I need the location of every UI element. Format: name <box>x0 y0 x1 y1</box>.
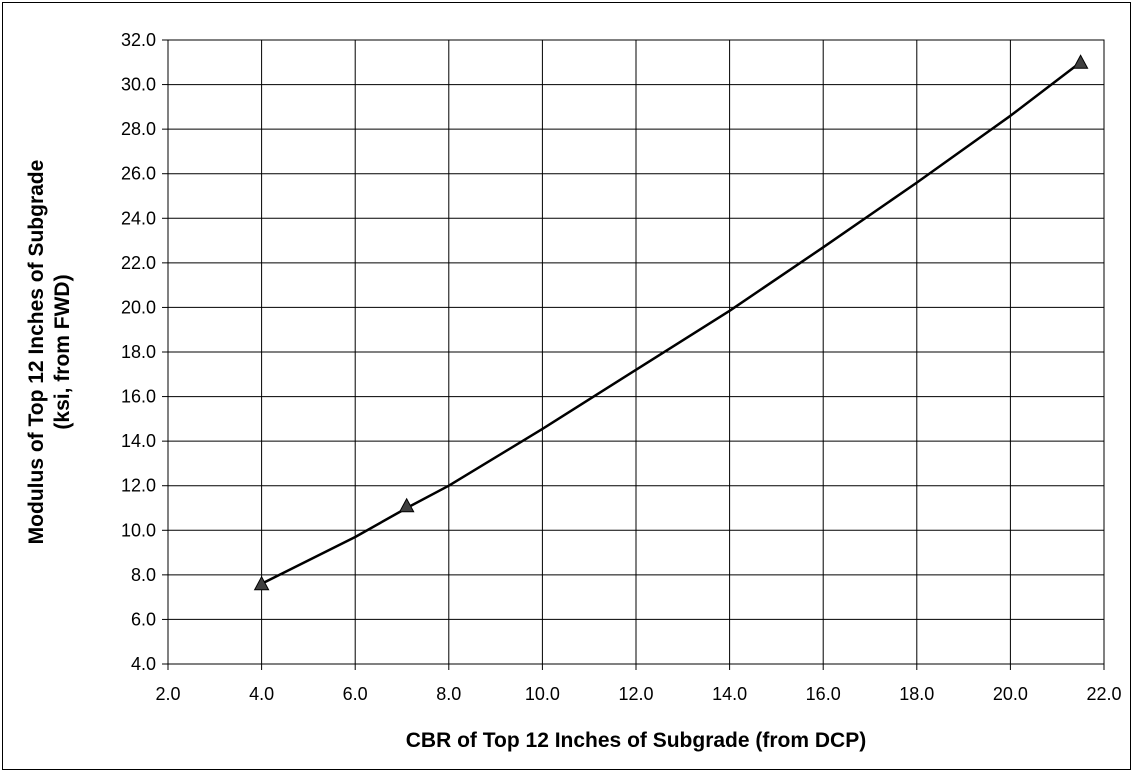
y-tick-label: 28.0 <box>121 119 156 139</box>
y-tick-label: 14.0 <box>121 431 156 451</box>
x-tick-label: 12.0 <box>618 684 653 704</box>
y-tick-label: 22.0 <box>121 253 156 273</box>
x-axis-title: CBR of Top 12 Inches of Subgrade (from D… <box>406 729 866 752</box>
data-point-marker <box>1072 54 1089 69</box>
x-tick-label: 4.0 <box>249 684 274 704</box>
y-tick-label: 16.0 <box>121 387 156 407</box>
x-tick-label: 18.0 <box>899 684 934 704</box>
y-tick-label: 12.0 <box>121 476 156 496</box>
grid-layer <box>167 39 1105 665</box>
y-tick-label: 20.0 <box>121 297 156 317</box>
trendline <box>261 61 1082 585</box>
y-tick-label: 4.0 <box>131 654 156 674</box>
y-tick-label: 10.0 <box>121 520 156 540</box>
y-tick-label: 32.0 <box>121 30 156 50</box>
data-point-marker <box>253 575 270 591</box>
y-axis-title-line-1: Modulus of Top 12 Inches of Subgrade <box>25 160 48 545</box>
y-tick-label: 8.0 <box>131 565 156 585</box>
y-tick-label: 18.0 <box>121 342 156 362</box>
y-tick-label: 6.0 <box>131 609 156 629</box>
x-tick-label: 22.0 <box>1086 684 1121 704</box>
x-tick-label: 2.0 <box>155 684 180 704</box>
y-tick-label: 26.0 <box>121 164 156 184</box>
y-axis-title-line-2: (ksi, from FWD) <box>51 274 74 429</box>
x-tick-label: 8.0 <box>436 684 461 704</box>
data-point-marker <box>398 497 415 513</box>
axis-layer: 2.0 4.0 6.0 8.0 10.0 12.0 14.0 16.0 18.0 20.0 22.0… <box>121 30 1122 704</box>
x-tick-label: 10.0 <box>525 684 560 704</box>
y-axis-title: Modulus of Top 12 Inches of Subgrade (ks… <box>25 160 74 545</box>
series-layer <box>253 54 1089 591</box>
x-tick-label: 20.0 <box>993 684 1028 704</box>
y-tick-label: 24.0 <box>121 208 156 228</box>
y-tick-label: 30.0 <box>121 75 156 95</box>
x-tick-label: 16.0 <box>806 684 841 704</box>
x-tick-label: 14.0 <box>712 684 747 704</box>
x-tick-label: 6.0 <box>343 684 368 704</box>
